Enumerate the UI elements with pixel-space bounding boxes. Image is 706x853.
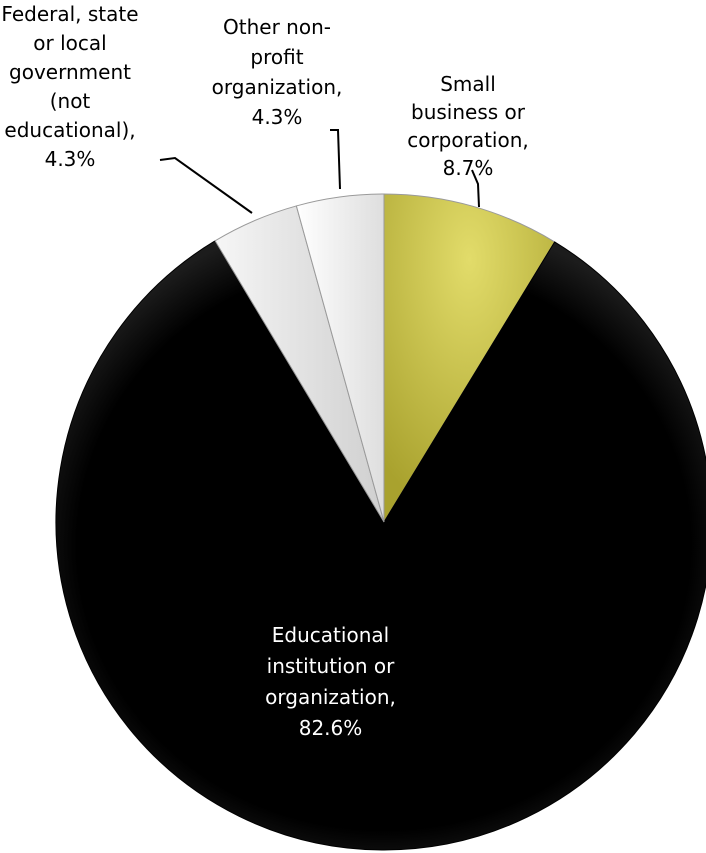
pie-slice-2 xyxy=(55,240,706,851)
slice-label-line: Small xyxy=(440,72,496,96)
slice-label-other-nonprofit: Other non-profit organization, 4.3% xyxy=(207,12,347,132)
slice-label-line: Other non- xyxy=(223,15,331,39)
slice-label-line: organization, xyxy=(211,75,343,99)
slice-label-government: Federal, state or local government (not educ… xyxy=(0,0,140,174)
pie-slices xyxy=(55,193,706,851)
leader-line-4 xyxy=(330,129,341,190)
slice-label-line: business or xyxy=(411,100,525,124)
slice-label-line: 8.7% xyxy=(442,156,494,180)
leader-lines xyxy=(159,129,480,214)
slice-label-small-business: Small business or corporation, 8.7% xyxy=(393,70,543,182)
slice-label-line: educational), xyxy=(4,118,136,142)
slice-label-line: 4.3% xyxy=(251,105,303,129)
leader-line-3 xyxy=(159,156,253,214)
slice-label-line: 4.3% xyxy=(44,147,96,171)
pie-slice-4 xyxy=(295,193,385,523)
slice-label-educational-institution: Educational institution or organization, 82… xyxy=(248,620,413,744)
slice-label-line: 82.6% xyxy=(298,716,363,740)
slice-label-line: (not xyxy=(49,89,91,113)
slice-label-line: corporation, xyxy=(407,128,529,152)
leader-line-1 xyxy=(471,169,480,208)
slice-label-line: profit xyxy=(250,45,304,69)
slice-label-line: or local xyxy=(33,31,107,55)
slice-label-line: Federal, state xyxy=(1,2,139,26)
pie-slice-1 xyxy=(383,193,556,524)
slice-label-line: institution or xyxy=(266,654,395,678)
slice-label-line: Educational xyxy=(271,623,390,647)
slice-label-line: government xyxy=(9,60,131,84)
slice-label-line: organization, xyxy=(265,685,396,709)
